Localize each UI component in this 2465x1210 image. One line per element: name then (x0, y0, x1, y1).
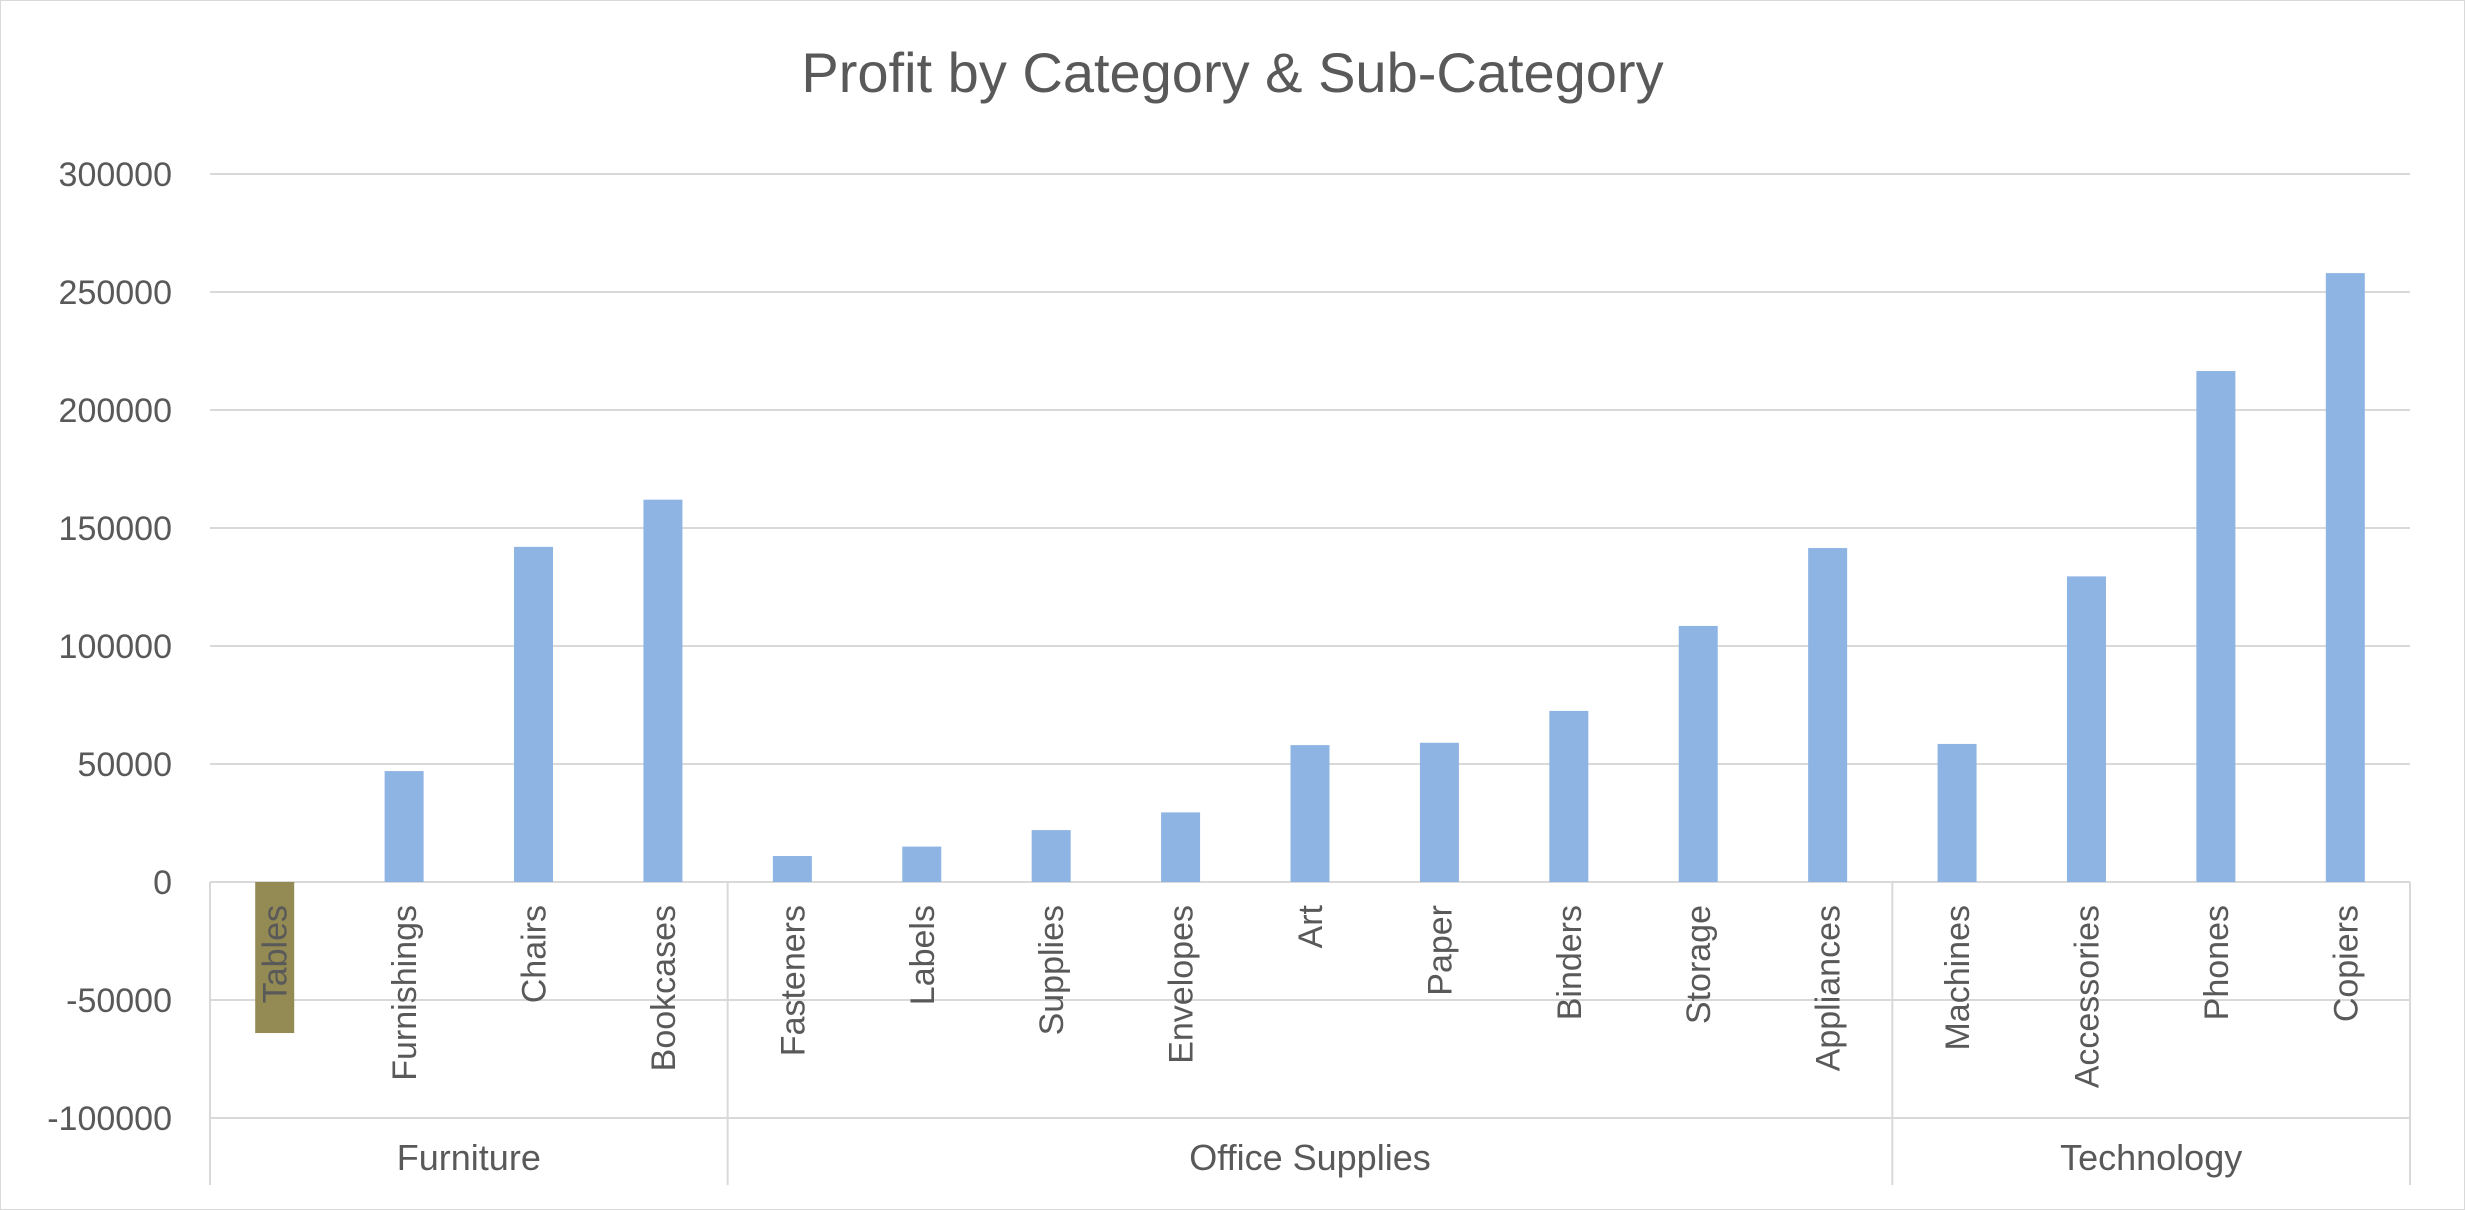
bar (384, 771, 424, 882)
category-label: Paper (1421, 905, 1459, 996)
category-label: Art (1292, 904, 1330, 948)
y-tick-label: 100000 (59, 628, 172, 666)
category-label: Phones (2198, 905, 2236, 1020)
category-label: Labels (904, 905, 942, 1005)
bar (255, 882, 295, 1034)
bar (514, 546, 554, 882)
y-tick-label: 0 (153, 864, 172, 902)
bar (2196, 371, 2236, 882)
y-tick-label: -50000 (66, 982, 172, 1020)
group-label: Technology (2060, 1137, 2242, 1178)
bar (1161, 812, 1201, 882)
group-label: Furniture (397, 1137, 541, 1178)
bar (2066, 576, 2106, 882)
category-label: Storage (1680, 905, 1718, 1024)
bar (2325, 273, 2365, 882)
category-label: Furnishings (386, 905, 424, 1081)
y-tick-label: 250000 (59, 274, 172, 312)
bar (1678, 625, 1718, 882)
y-tick-label: 200000 (59, 392, 172, 430)
category-label: Binders (1551, 905, 1589, 1020)
category-label: Machines (1939, 905, 1977, 1051)
category-label: Supplies (1033, 905, 1071, 1035)
bar (772, 856, 812, 882)
bar (1031, 830, 1071, 882)
category-label: Tables (257, 905, 295, 1003)
bar (1419, 742, 1459, 882)
category-label: Bookcases (645, 905, 683, 1071)
bar (643, 499, 683, 882)
y-tick-label: 300000 (59, 156, 172, 194)
group-label: Office Supplies (1189, 1137, 1430, 1178)
bar (1549, 710, 1589, 882)
bar (1937, 743, 1977, 882)
bar (1290, 745, 1330, 882)
chart-title: Profit by Category & Sub-Category (801, 41, 1664, 104)
bar (902, 846, 942, 882)
y-tick-label: 50000 (77, 746, 172, 784)
category-label: Accessories (2068, 905, 2106, 1088)
category-label: Chairs (516, 905, 554, 1003)
bar (1808, 548, 1848, 882)
category-label: Envelopes (1163, 905, 1201, 1064)
y-tick-label: -100000 (47, 1100, 172, 1138)
category-label: Fasteners (774, 905, 812, 1056)
y-tick-label: 150000 (59, 510, 172, 548)
category-label: Copiers (2327, 905, 2365, 1022)
category-label: Appliances (1810, 905, 1848, 1071)
